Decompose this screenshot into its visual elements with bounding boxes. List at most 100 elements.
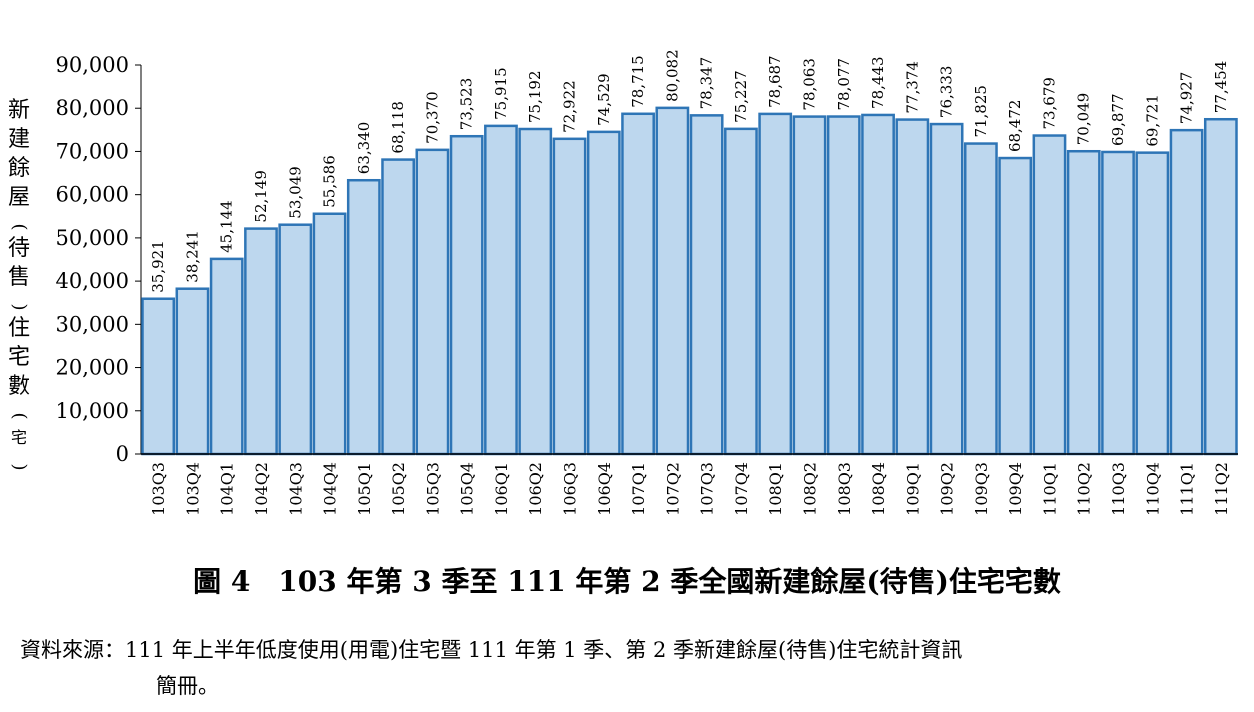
x-tick-label: 109Q3 [972,462,991,516]
y-axis-label-char: 建 [7,127,30,152]
y-tick-label: 70,000 [56,139,129,163]
bar-106Q3 [552,137,587,456]
bar-106Q1 [484,124,518,456]
x-tick-label: 106Q4 [595,462,614,516]
x-tick-label: 108Q2 [800,462,819,516]
bar-111Q1 [1169,128,1204,456]
bar-103Q3 [141,297,176,456]
data-label: 72,922 [561,80,579,133]
y-axis-label-char: 住 [7,316,30,341]
y-tick-label: 0 [116,442,129,466]
x-tick-label: 105Q3 [423,462,442,516]
y-tick-label: 30,000 [56,312,129,336]
x-tick-label: 110Q2 [1075,462,1094,516]
bar-107Q3 [689,114,724,456]
bar-105Q1 [346,178,381,456]
x-tick-label: 111Q1 [1178,462,1197,516]
x-tick-label: 105Q1 [355,462,374,516]
bar-108Q1 [758,112,793,456]
bar-105Q2 [381,158,415,456]
data-label: 80,082 [663,49,681,102]
bar-109Q4 [998,156,1033,456]
data-label: 77,374 [903,61,921,114]
x-tick-label: 108Q4 [869,462,888,516]
x-tick-label: 105Q2 [389,462,408,516]
x-tick-label: 106Q1 [492,462,511,516]
x-tick-label: 104Q2 [252,462,271,516]
x-tick-label: 104Q3 [286,462,305,516]
y-tick-label: 10,000 [56,399,129,423]
data-label: 69,877 [1109,93,1127,146]
y-tick-label: 40,000 [56,269,129,293]
y-tick-label: 60,000 [56,183,129,207]
data-label: 55,586 [321,155,339,208]
y-axis-label-char: 屋 [7,185,30,210]
bar-106Q4 [586,130,621,456]
y-axis-label-char: 宅 [10,428,27,447]
bar-110Q3 [1101,150,1135,456]
bar-110Q2 [1066,149,1101,456]
bar-104Q4 [312,212,347,456]
x-tick-label: 106Q2 [526,462,545,516]
x-tick-label: 104Q4 [321,462,340,516]
bar-chart: 0 10,000 20,000 30,000 40,000 50,000 60,000 70,… [56,49,1238,516]
figure-caption: 圖 4 103 年第 3 季至 111 年第 2 季全國新建餘屋(待售)住宅宅數 [193,565,1061,598]
bar-109Q2 [929,122,964,456]
bar-107Q4 [724,127,758,456]
bar-108Q2 [792,115,827,456]
data-label: 77,454 [1212,61,1230,114]
data-label: 70,049 [1075,93,1093,146]
data-label: 78,347 [698,57,716,110]
data-label: 53,049 [286,166,304,219]
bar-108Q3 [826,115,861,456]
data-label: 78,687 [766,55,784,108]
bar-105Q3 [415,148,450,456]
y-tick-label: 80,000 [56,96,129,120]
data-label: 38,241 [183,230,201,283]
data-label: 68,118 [389,101,407,154]
x-tick-label: 105Q4 [458,462,477,516]
data-label: 35,921 [149,240,167,293]
data-label: 78,715 [629,55,647,108]
data-label: 75,915 [492,67,510,120]
x-tick-label: 110Q1 [1040,462,1059,516]
x-tick-label: 107Q3 [698,462,717,516]
bar-111Q2 [1203,117,1238,456]
data-label: 75,227 [732,70,750,123]
x-tick-label: 108Q3 [835,462,854,516]
x-tick-label: 108Q1 [766,462,785,516]
data-label: 45,144 [218,200,236,253]
y-axis-label-char: 售 [7,265,30,290]
x-tick-label: 107Q1 [629,462,648,516]
bar-104Q2 [244,227,278,456]
source-line-2: 簡冊。 [156,674,219,698]
data-label: 78,077 [835,58,853,111]
x-tick-label: 107Q2 [663,462,682,516]
x-tick-label: 110Q4 [1143,462,1162,516]
bar-107Q1 [621,112,655,456]
bar-105Q4 [449,134,484,456]
y-axis-label-char: 餘 [7,156,30,181]
x-tick-label: 106Q3 [561,462,580,516]
data-label: 78,063 [800,58,818,111]
data-label: 73,523 [458,78,476,131]
y-axis-label-char: ) [9,463,30,471]
x-tick-label: 109Q4 [1006,462,1025,516]
bar-110Q4 [1135,151,1170,456]
data-label: 74,529 [595,73,613,126]
y-axis-label-char: 待 [7,236,30,261]
bar-104Q1 [209,257,244,456]
bar-108Q4 [861,113,895,456]
source-note: 資料來源：111 年上半年低度使用(用電)住宅暨 111 年第 1 季、第 2 … [20,632,962,704]
data-label: 71,825 [972,85,990,138]
data-label: 76,333 [938,66,956,119]
y-tick-label: 50,000 [56,226,129,250]
data-label: 78,443 [869,56,887,109]
data-label: 74,927 [1178,72,1196,125]
x-tick-label: 109Q2 [938,462,957,516]
x-tick-label: 103Q4 [183,462,202,516]
bar-110Q1 [1032,134,1067,456]
y-axis-label-char: 宅 [7,345,30,370]
data-label: 73,679 [1040,77,1058,130]
data-label: 52,149 [252,170,270,223]
